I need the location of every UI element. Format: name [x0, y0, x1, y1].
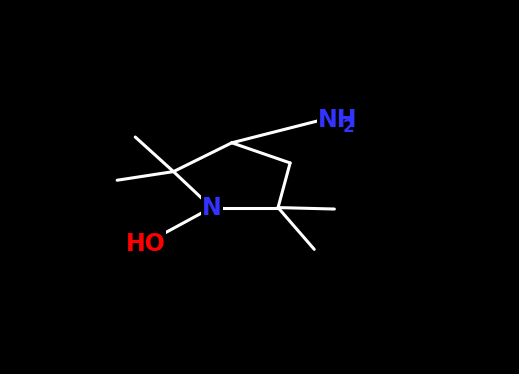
Text: 2: 2	[343, 118, 354, 136]
Text: N: N	[202, 196, 222, 220]
Text: NH: NH	[318, 108, 358, 132]
Text: HO: HO	[126, 232, 165, 255]
